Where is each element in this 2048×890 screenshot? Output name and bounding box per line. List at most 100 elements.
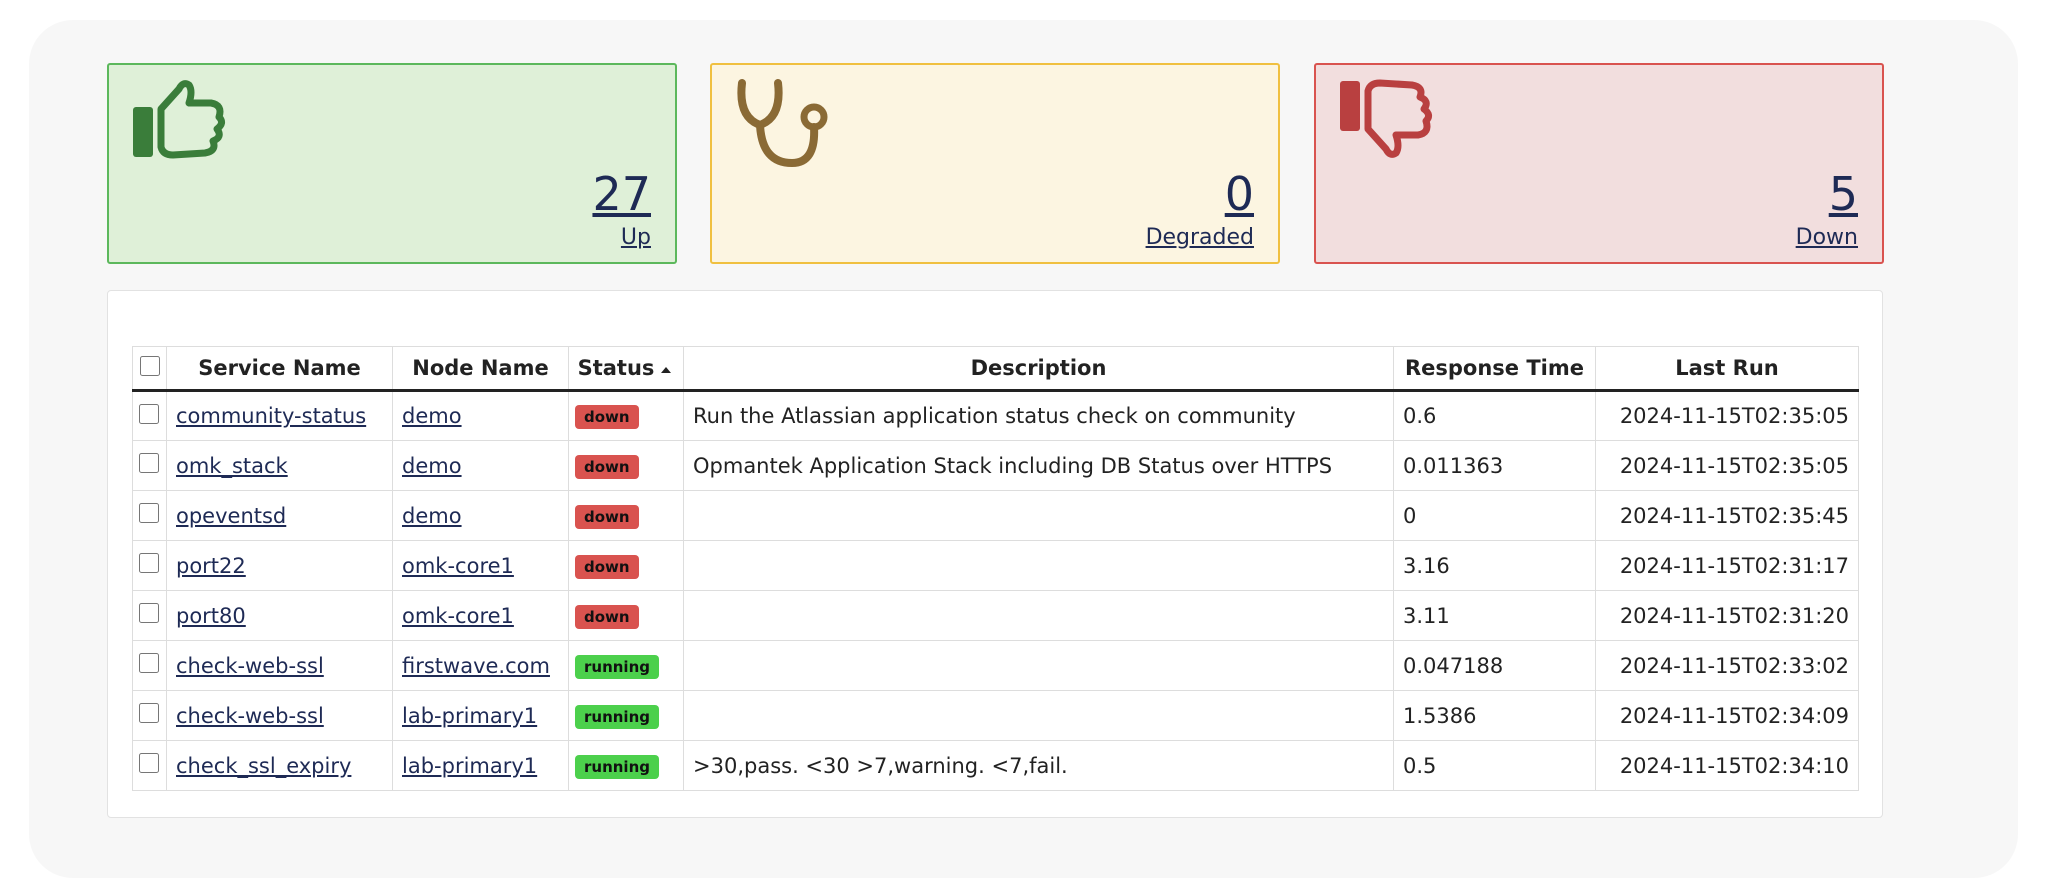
service-link[interactable]: check-web-ssl xyxy=(176,653,324,678)
cell: down xyxy=(568,540,684,591)
service-link[interactable]: omk_stack xyxy=(176,453,288,478)
degraded-card[interactable]: 0 Degraded xyxy=(710,63,1280,264)
cell: running xyxy=(568,640,684,691)
cell: port80 xyxy=(166,590,393,641)
service-link[interactable]: check_ssl_expiry xyxy=(176,753,352,778)
service-link[interactable]: opeventsd xyxy=(176,503,287,528)
column-header[interactable]: Service Name xyxy=(166,346,393,392)
select-cell xyxy=(132,440,167,491)
cell: firstwave.com xyxy=(392,640,569,691)
table-container: Service Name Node Name Status Description Re… xyxy=(107,290,1883,818)
select-cell xyxy=(132,390,167,441)
service-row: opeventsd demo down 0 2024-11-15T02:35:45 xyxy=(132,490,1859,541)
service-link[interactable]: check-web-ssl xyxy=(176,703,324,728)
cell: running xyxy=(568,690,684,741)
cell-text xyxy=(683,540,1394,591)
cell: port22 xyxy=(166,540,393,591)
node-link[interactable]: demo xyxy=(402,453,462,478)
cell-text: 2024-11-15T02:31:20 xyxy=(1595,590,1859,641)
cell-text xyxy=(683,640,1394,691)
up-count[interactable]: 27 xyxy=(592,167,651,221)
cell: running xyxy=(568,740,684,791)
header-text: Status xyxy=(577,356,655,380)
header-text: Node Name xyxy=(412,356,549,380)
header-text: Response Time xyxy=(1404,356,1585,380)
cell-text: Run the Atlassian application status che… xyxy=(683,390,1394,441)
cell: check-web-ssl xyxy=(166,640,393,691)
service-row: omk_stack demo down Opmantek Application St… xyxy=(132,440,1859,491)
down-card[interactable]: 5 Down xyxy=(1314,63,1884,264)
cell-text: 0.011363 xyxy=(1393,440,1596,491)
header-text: Last Run xyxy=(1675,356,1779,380)
status-badge: down xyxy=(575,454,639,479)
cell-text: 2024-11-15T02:33:02 xyxy=(1595,640,1859,691)
cell: demo xyxy=(392,440,569,491)
status-badge: running xyxy=(575,754,659,779)
row-checkbox[interactable] xyxy=(139,703,159,723)
cell-text: 2024-11-15T02:35:45 xyxy=(1595,490,1859,541)
cell: lab-primary1 xyxy=(392,740,569,791)
service-link[interactable]: community-status xyxy=(176,404,367,428)
cell-text: 2024-11-15T02:35:05 xyxy=(1595,390,1859,441)
cell: community-status xyxy=(166,390,393,441)
cell-text: 0 xyxy=(1393,490,1596,541)
row-checkbox[interactable] xyxy=(139,553,159,573)
up-label[interactable]: Up xyxy=(620,225,651,250)
cell: omk-core1 xyxy=(392,590,569,641)
stethoscope-icon xyxy=(737,79,828,168)
cell-text: 2024-11-15T02:31:17 xyxy=(1595,540,1859,591)
cell: check-web-ssl xyxy=(166,690,393,741)
cell-text: 1.5386 xyxy=(1393,690,1596,741)
node-link[interactable]: omk-core1 xyxy=(402,603,514,628)
cell-text: 3.16 xyxy=(1393,540,1596,591)
cell: lab-primary1 xyxy=(392,690,569,741)
cell: opeventsd xyxy=(166,490,393,541)
column-header[interactable]: Last Run xyxy=(1595,346,1859,392)
cell: demo xyxy=(392,390,569,441)
service-link[interactable]: port22 xyxy=(176,553,246,578)
cell-text: Opmantek Application Stack including DB … xyxy=(683,440,1394,491)
cell: check_ssl_expiry xyxy=(166,740,393,791)
cell-text: 0.6 xyxy=(1393,390,1596,441)
row-checkbox[interactable] xyxy=(139,603,159,623)
service-row: community-status demo down Run the Atlassia… xyxy=(132,390,1859,441)
cell-text: 2024-11-15T02:34:10 xyxy=(1595,740,1859,791)
service-row: check-web-ssl lab-primary1 running 1.5386 20… xyxy=(132,690,1859,741)
row-checkbox[interactable] xyxy=(139,453,159,473)
header-text: Description xyxy=(970,356,1107,380)
column-header[interactable]: Node Name xyxy=(392,346,569,392)
down-label[interactable]: Down xyxy=(1795,225,1858,250)
node-link[interactable]: omk-core1 xyxy=(402,553,514,578)
column-header[interactable]: Response Time xyxy=(1393,346,1596,392)
cell-text: 2024-11-15T02:35:05 xyxy=(1595,440,1859,491)
cell-text xyxy=(683,590,1394,641)
cell-text xyxy=(683,690,1394,741)
cell: down xyxy=(568,590,684,641)
node-link[interactable]: lab-primary1 xyxy=(402,753,538,778)
select-cell xyxy=(132,690,167,741)
degraded-label[interactable]: Degraded xyxy=(1145,225,1254,250)
column-header[interactable]: Status xyxy=(568,346,684,392)
select-all[interactable] xyxy=(139,355,160,376)
cell-text: 0.5 xyxy=(1393,740,1596,791)
service-link[interactable]: port80 xyxy=(176,603,246,628)
up-card[interactable]: 27 Up xyxy=(107,63,677,264)
row-checkbox[interactable] xyxy=(139,403,159,424)
node-link[interactable]: lab-primary1 xyxy=(402,703,538,728)
down-count[interactable]: 5 xyxy=(1828,167,1858,221)
row-checkbox[interactable] xyxy=(139,753,159,773)
node-link[interactable]: firstwave.com xyxy=(402,653,550,678)
row-checkbox[interactable] xyxy=(139,653,159,673)
row-checkbox[interactable] xyxy=(139,503,159,523)
column-header[interactable]: Description xyxy=(683,346,1394,392)
cell: omk_stack xyxy=(166,440,393,491)
node-link[interactable]: demo xyxy=(402,503,462,528)
select-cell xyxy=(132,540,167,591)
select-cell xyxy=(132,490,167,541)
cell: down xyxy=(568,490,684,541)
select-all-cell xyxy=(132,346,167,392)
status-badge: down xyxy=(575,405,639,429)
node-link[interactable]: demo xyxy=(402,404,462,428)
degraded-count[interactable]: 0 xyxy=(1224,167,1254,221)
